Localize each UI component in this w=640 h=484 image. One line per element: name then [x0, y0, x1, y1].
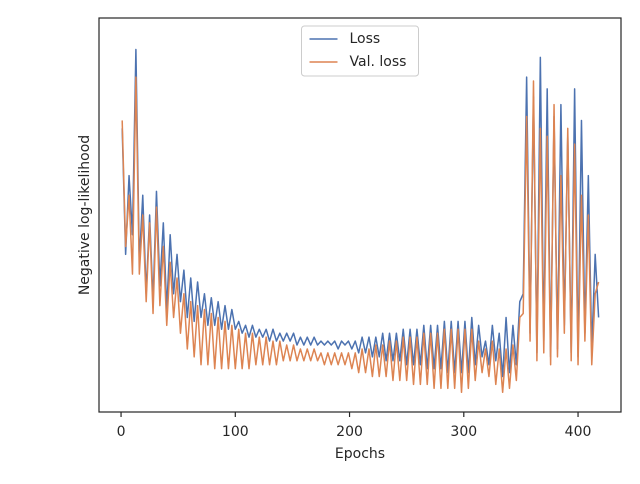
x-tick-label: 0	[117, 424, 126, 440]
y-axis-label: Negative log-likelihood	[77, 135, 93, 295]
x-tick-label: 100	[222, 424, 249, 440]
plot-area	[121, 48, 600, 394]
axes-frame	[98, 17, 622, 413]
legend-label: Val. loss	[350, 54, 407, 70]
line-series	[121, 76, 600, 394]
legend-label: Loss	[350, 31, 381, 47]
legend: Loss Val. loss	[301, 25, 419, 77]
x-tick-label: 200	[336, 424, 363, 440]
x-axis-label: Epochs	[335, 446, 385, 462]
line-series	[121, 48, 600, 378]
x-tick-label: 300	[450, 424, 477, 440]
x-tick-label: 400	[565, 424, 592, 440]
